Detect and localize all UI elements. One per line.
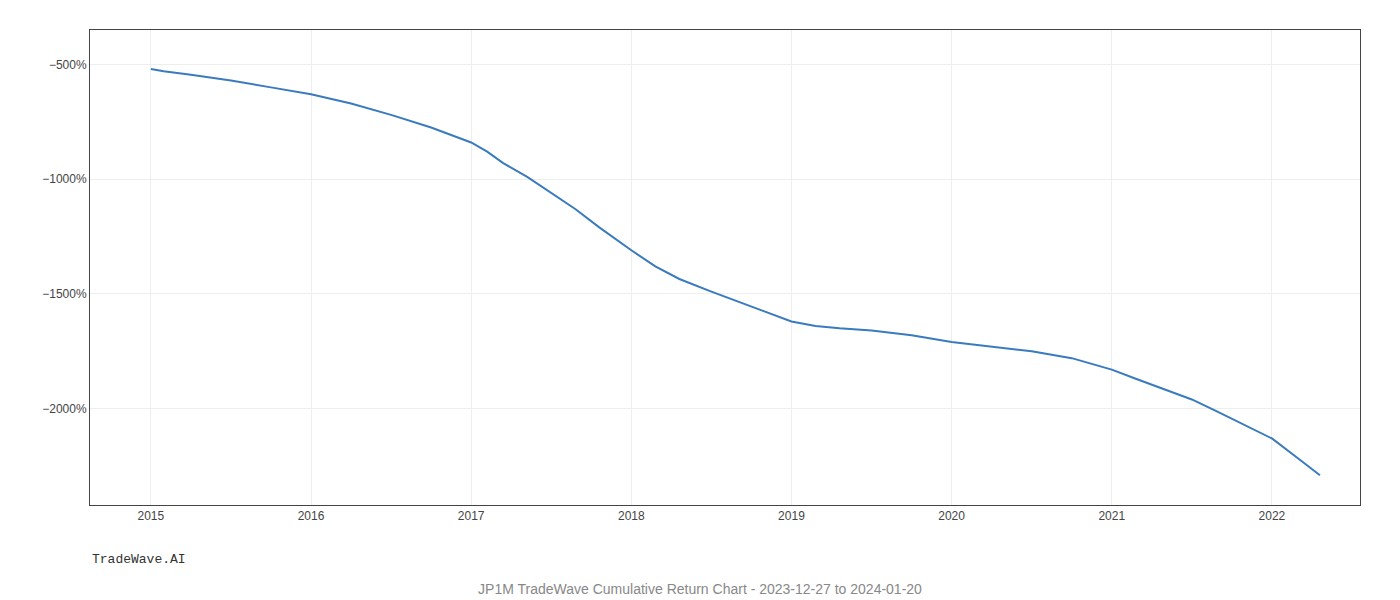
- svg-text:−500%: −500%: [49, 58, 87, 72]
- svg-text:2018: 2018: [618, 509, 645, 523]
- svg-text:2016: 2016: [298, 509, 325, 523]
- svg-text:2022: 2022: [1259, 509, 1286, 523]
- svg-text:−1000%: −1000%: [42, 172, 87, 186]
- svg-text:JP1M TradeWave Cumulative Retu: JP1M TradeWave Cumulative Return Chart -…: [478, 581, 922, 597]
- svg-text:2019: 2019: [778, 509, 805, 523]
- svg-text:2021: 2021: [1098, 509, 1125, 523]
- svg-text:2020: 2020: [938, 509, 965, 523]
- svg-text:−2000%: −2000%: [42, 402, 87, 416]
- svg-text:−1500%: −1500%: [42, 287, 87, 301]
- svg-text:2017: 2017: [458, 509, 485, 523]
- svg-text:TradeWave.AI: TradeWave.AI: [92, 552, 186, 567]
- svg-text:2015: 2015: [138, 509, 165, 523]
